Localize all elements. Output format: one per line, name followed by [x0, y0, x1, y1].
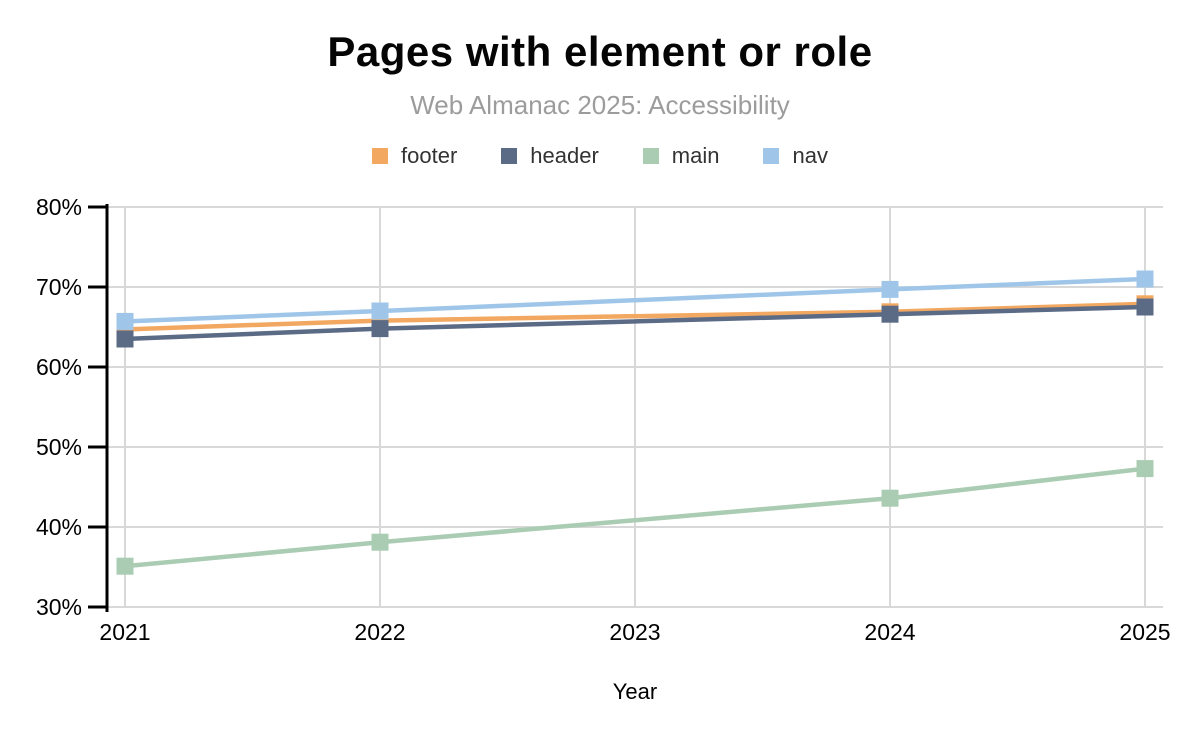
y-tick-label: 50% — [36, 434, 82, 460]
legend-swatch-main-icon — [642, 148, 659, 164]
series-marker-main — [371, 533, 389, 551]
x-axis-title: Year — [613, 679, 657, 704]
legend-label-main: main — [671, 143, 720, 168]
series-line-header — [124, 304, 1146, 342]
series-marker-main — [881, 489, 899, 507]
series-line-footer — [124, 301, 1146, 332]
x-tick-label: 2021 — [99, 619, 150, 645]
y-tick-label: 70% — [36, 274, 82, 300]
y-tick-label: 30% — [36, 594, 82, 620]
y-tick-label: 40% — [36, 514, 82, 540]
series-line-nav — [124, 276, 1146, 324]
legend-label-header: header — [530, 143, 599, 168]
legend-label-nav: nav — [792, 143, 828, 168]
series-marker-nav — [1136, 270, 1154, 288]
series-marker-main — [116, 557, 134, 575]
series-line-main — [124, 466, 1146, 569]
legend-item-main: main — [642, 143, 720, 168]
y-tick-label: 60% — [36, 354, 82, 380]
x-tick-label: 2022 — [354, 619, 405, 645]
series-marker-main — [1136, 460, 1154, 478]
legend-item-header: header — [501, 145, 599, 167]
chart-subtitle: Web Almanac 2025: Accessibility — [410, 90, 790, 120]
legend-item-footer: footer — [372, 145, 457, 167]
series-marker-header — [371, 320, 389, 338]
legend-swatch-nav-icon — [763, 148, 780, 164]
legend-item-nav: nav — [763, 143, 828, 168]
series-marker-nav — [881, 280, 899, 298]
legend-swatch-header-icon — [501, 148, 518, 164]
series-marker-nav — [371, 302, 389, 320]
legend-swatch-footer-icon — [372, 148, 389, 164]
y-tick-label: 80% — [36, 194, 82, 220]
x-tick-label: 2025 — [1119, 619, 1170, 645]
chart-title: Pages with element or role — [327, 28, 873, 75]
x-tick-label: 2024 — [864, 619, 915, 645]
series-marker-header — [116, 330, 134, 348]
series-marker-nav — [116, 312, 134, 330]
legend-label-footer: footer — [401, 143, 458, 168]
legend: footer header main nav — [0, 145, 1200, 167]
series-marker-header — [881, 305, 899, 323]
series-marker-header — [1136, 298, 1154, 316]
x-tick-label: 2023 — [609, 619, 660, 645]
